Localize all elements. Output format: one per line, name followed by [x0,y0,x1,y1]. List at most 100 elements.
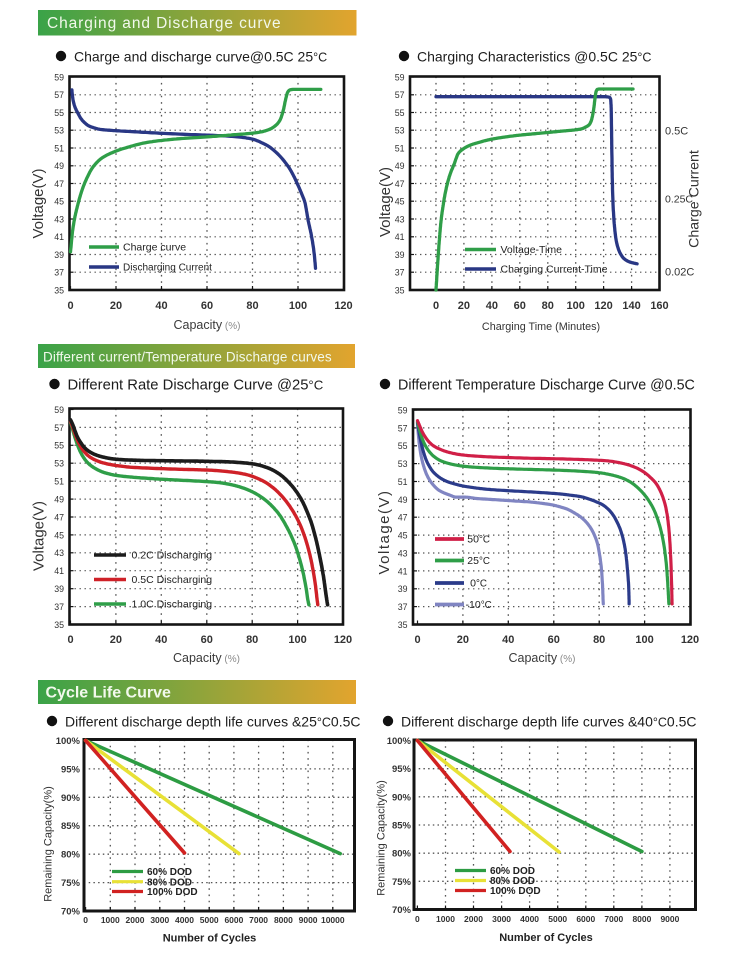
svg-text:43: 43 [398,548,408,558]
svg-text:95%: 95% [61,764,81,775]
svg-text:Different discharge depth life: Different discharge depth life curves &4… [401,714,697,730]
svg-text:35: 35 [54,285,64,295]
svg-text:70%: 70% [392,905,412,916]
svg-text:2000: 2000 [464,914,483,924]
svg-text:1000: 1000 [101,915,120,925]
svg-text:47: 47 [54,179,64,189]
svg-text:47: 47 [395,179,405,189]
svg-text:41: 41 [398,566,408,576]
svg-text:80%: 80% [61,850,81,861]
svg-text:2000: 2000 [126,915,145,925]
svg-text:75%: 75% [61,878,81,889]
svg-text:4000: 4000 [175,915,194,925]
svg-text:57: 57 [395,90,405,100]
svg-text:100%: 100% [56,736,81,747]
svg-text:0: 0 [67,634,73,646]
svg-text:3000: 3000 [492,914,511,924]
svg-text:55: 55 [395,108,405,118]
svg-text:100: 100 [288,634,306,646]
svg-text:0: 0 [414,634,420,646]
svg-text:Different Rate Discharge Curve: Different Rate Discharge Curve @25°C [68,378,324,394]
svg-text:60% DOD: 60% DOD [147,867,192,878]
svg-text:59: 59 [54,72,64,82]
svg-text:Different current/Temperature: Different current/Temperature Discharge … [43,349,332,364]
svg-text:Capacity (%): Capacity (%) [174,318,241,332]
svg-text:120: 120 [681,634,699,646]
svg-text:80% DOD: 80% DOD [490,876,535,887]
svg-text:100: 100 [635,634,653,646]
svg-text:120: 120 [334,634,352,646]
svg-text:40: 40 [155,300,167,312]
svg-text:43: 43 [395,214,405,224]
svg-text:53: 53 [54,459,64,469]
svg-text:37: 37 [398,602,408,612]
svg-text:55: 55 [54,441,64,451]
svg-text:59: 59 [395,72,405,82]
svg-text:7000: 7000 [604,914,623,924]
svg-text:41: 41 [395,232,405,242]
svg-text:80: 80 [246,634,258,646]
svg-text:100%: 100% [387,736,412,747]
svg-text:49: 49 [395,161,405,171]
svg-text:80: 80 [246,300,258,312]
svg-text:37: 37 [54,602,64,612]
svg-text:51: 51 [395,143,405,153]
svg-text:Number of Cycles: Number of Cycles [499,932,593,944]
svg-text:60: 60 [514,300,526,312]
svg-text:0.5C: 0.5C [665,126,688,138]
svg-text:Charge and discharge curve@0.5: Charge and discharge curve@0.5C 25°C [74,49,327,65]
svg-text:80% DOD: 80% DOD [147,877,192,888]
svg-text:20: 20 [458,300,470,312]
svg-text:Charge Current: Charge Current [687,150,703,248]
svg-text:53: 53 [54,126,64,136]
svg-text:0.5C Discharging: 0.5C Discharging [132,574,213,586]
svg-text:80%: 80% [392,849,412,860]
svg-text:Charging and Discharge curve: Charging and Discharge curve [47,15,282,32]
svg-text:Remaining Capacity(%): Remaining Capacity(%) [43,786,55,902]
svg-text:20: 20 [110,634,122,646]
svg-text:0: 0 [83,915,88,925]
svg-text:57: 57 [54,90,64,100]
svg-text:6000: 6000 [576,914,595,924]
svg-text:8000: 8000 [632,914,651,924]
svg-text:85%: 85% [392,821,412,832]
svg-text:51: 51 [398,477,408,487]
svg-text:7000: 7000 [249,915,268,925]
svg-text:40: 40 [155,634,167,646]
svg-text:35: 35 [54,620,64,630]
svg-text:59: 59 [398,405,408,415]
svg-text:47: 47 [398,513,408,523]
svg-text:100: 100 [289,300,307,312]
svg-text:Capacity (%): Capacity (%) [173,651,240,665]
svg-text:39: 39 [395,250,405,260]
svg-text:1000: 1000 [436,914,455,924]
svg-text:100% DOD: 100% DOD [147,887,198,898]
svg-text:Remaining Capacity(%): Remaining Capacity(%) [376,780,388,896]
svg-text:45: 45 [395,197,405,207]
svg-text:51: 51 [54,477,64,487]
svg-text:Cycle Life Curve: Cycle Life Curve [46,684,171,701]
svg-text:0°C: 0°C [470,578,487,590]
svg-text:60: 60 [201,634,213,646]
svg-text:0: 0 [433,300,439,312]
svg-text:0: 0 [415,914,420,924]
svg-text:80: 80 [593,634,605,646]
svg-text:60: 60 [201,300,213,312]
svg-text:60% DOD: 60% DOD [490,866,535,877]
svg-text:120: 120 [334,300,352,312]
svg-text:55: 55 [54,108,64,118]
svg-text:49: 49 [54,161,64,171]
svg-text:90%: 90% [392,792,412,803]
svg-text:Charging Time (Minutes): Charging Time (Minutes) [482,321,600,333]
svg-text:51: 51 [54,143,64,153]
svg-text:39: 39 [54,250,64,260]
svg-text:53: 53 [395,126,405,136]
svg-text:80: 80 [542,300,554,312]
svg-text:37: 37 [54,268,64,278]
svg-text:100% DOD: 100% DOD [490,886,541,897]
svg-text:49: 49 [54,495,64,505]
svg-text:40: 40 [502,634,514,646]
svg-text:Voltage(V): Voltage(V) [30,168,47,238]
svg-text:45: 45 [54,197,64,207]
svg-text:39: 39 [54,584,64,594]
